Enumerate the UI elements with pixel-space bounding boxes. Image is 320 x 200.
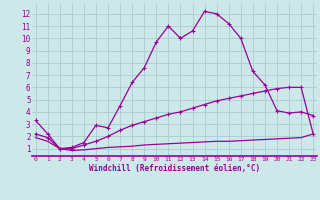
X-axis label: Windchill (Refroidissement éolien,°C): Windchill (Refroidissement éolien,°C) [89, 164, 260, 173]
